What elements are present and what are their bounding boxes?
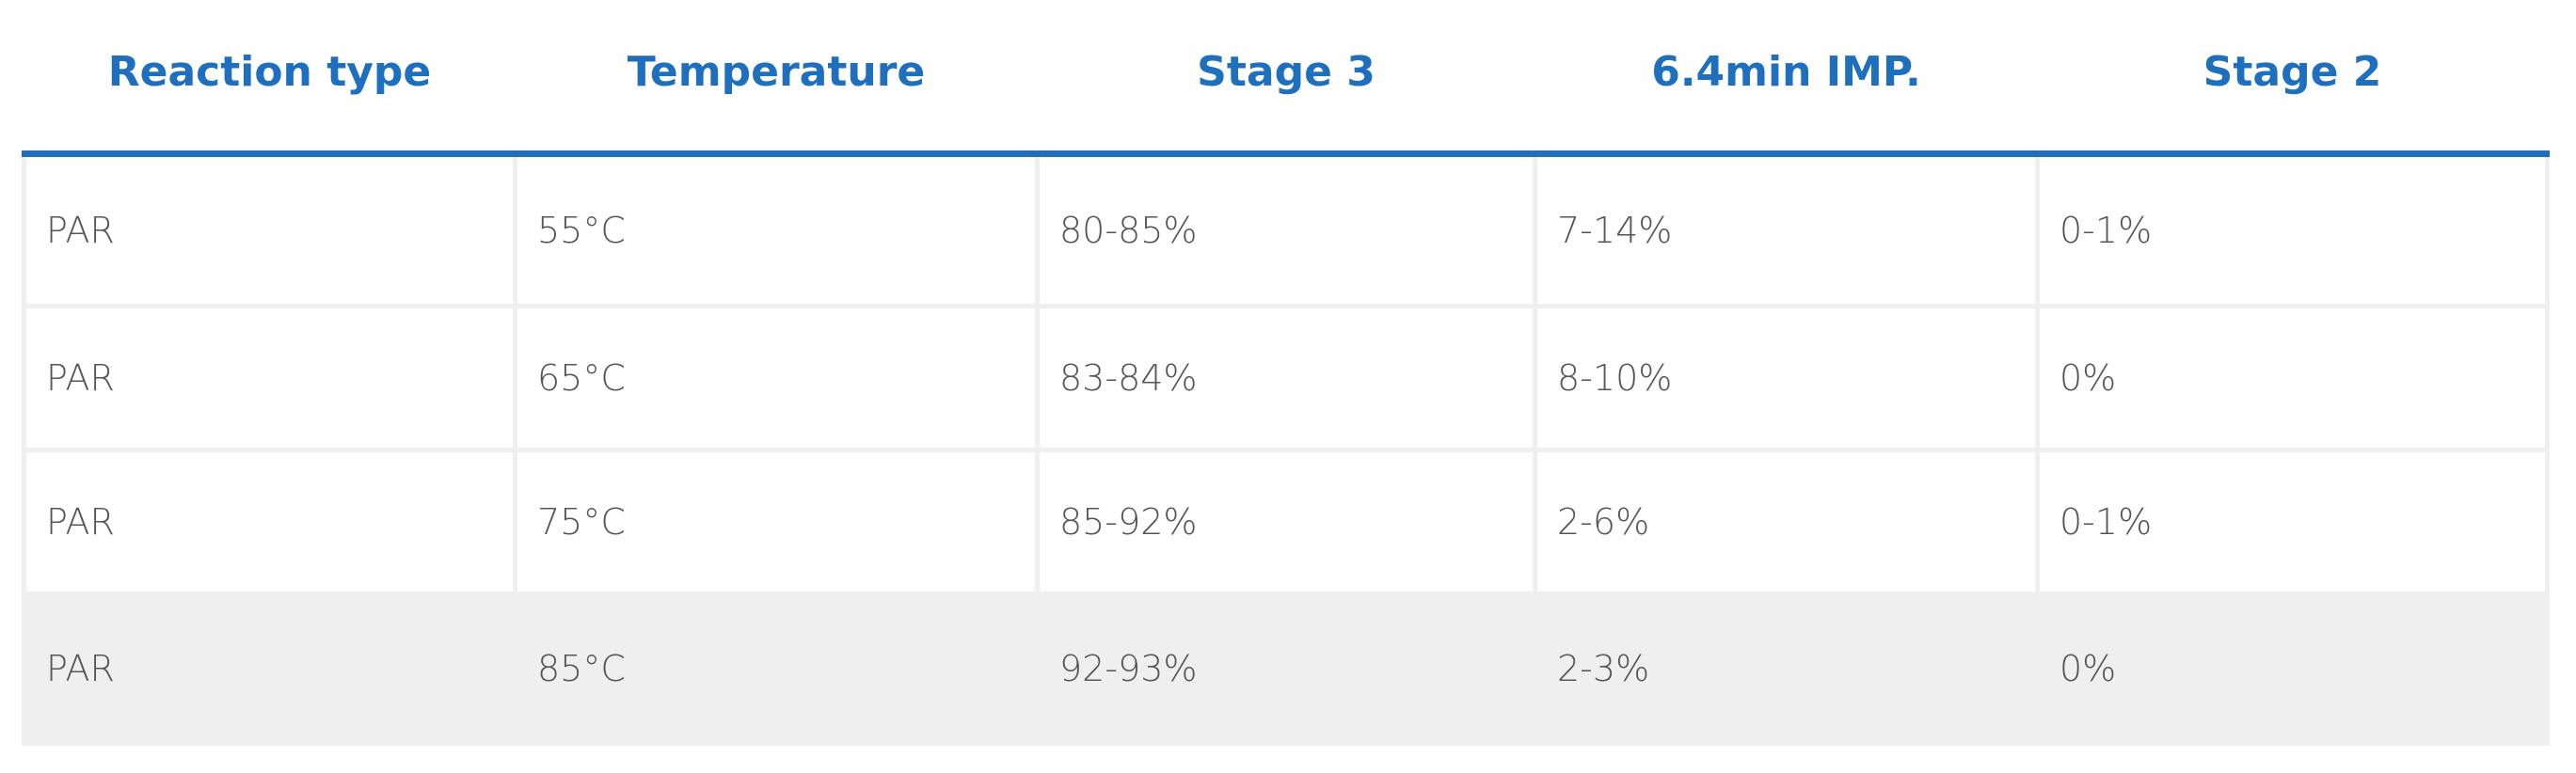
table-cell: PAR <box>22 304 517 452</box>
table-cell: 83-84% <box>1035 304 1537 452</box>
header-row: Reaction type Temperature Stage 3 6.4min IM… <box>24 0 2548 157</box>
table-cell: 8-10% <box>1533 304 2040 452</box>
table-cell: PAR <box>22 151 517 308</box>
table-row: PAR 65°C 83-84% 8-10% 0% <box>22 304 2550 452</box>
header-cell: Stage 3 <box>1037 0 1535 157</box>
data-table: Reaction type Temperature Stage 3 6.4min IM… <box>22 0 2550 746</box>
table-row: PAR 55°C 80-85% 7-14% 0-1% <box>22 151 2550 308</box>
header-cell: Reaction type <box>24 0 516 157</box>
table-cell: 92-93% <box>1035 592 1537 746</box>
header-cell: Stage 2 <box>2037 0 2548 157</box>
table-cell: 85°C <box>513 592 1040 746</box>
table-cell: PAR <box>22 592 517 746</box>
table-cell: 2-3% <box>1533 592 2040 746</box>
table-cell: 2-6% <box>1533 448 2040 596</box>
table-cell: 65°C <box>513 304 1040 452</box>
table-cell: 7-14% <box>1533 151 2040 308</box>
table-cell: PAR <box>22 448 517 596</box>
table-cell: 85-92% <box>1035 448 1537 596</box>
table-cell: 0% <box>2035 304 2550 452</box>
table-cell: 80-85% <box>1035 151 1537 308</box>
table-cell: 75°C <box>513 448 1040 596</box>
table-cell: 55°C <box>513 151 1040 308</box>
table-body: PAR 55°C 80-85% 7-14% 0-1% PAR 65°C 83-84% 8-10%… <box>22 151 2550 746</box>
table-cell: 0-1% <box>2035 448 2550 596</box>
table-row: PAR 75°C 85-92% 2-6% 0-1% <box>22 448 2550 596</box>
table-cell: 0% <box>2035 592 2550 746</box>
table-cell: 0-1% <box>2035 151 2550 308</box>
header-cell: Temperature <box>515 0 1038 157</box>
table-wrap: Reaction type Temperature Stage 3 6.4min IM… <box>22 0 2550 746</box>
table-row: PAR 85°C 92-93% 2-3% 0% <box>22 592 2550 746</box>
header-cell: 6.4min IMP. <box>1534 0 2038 157</box>
